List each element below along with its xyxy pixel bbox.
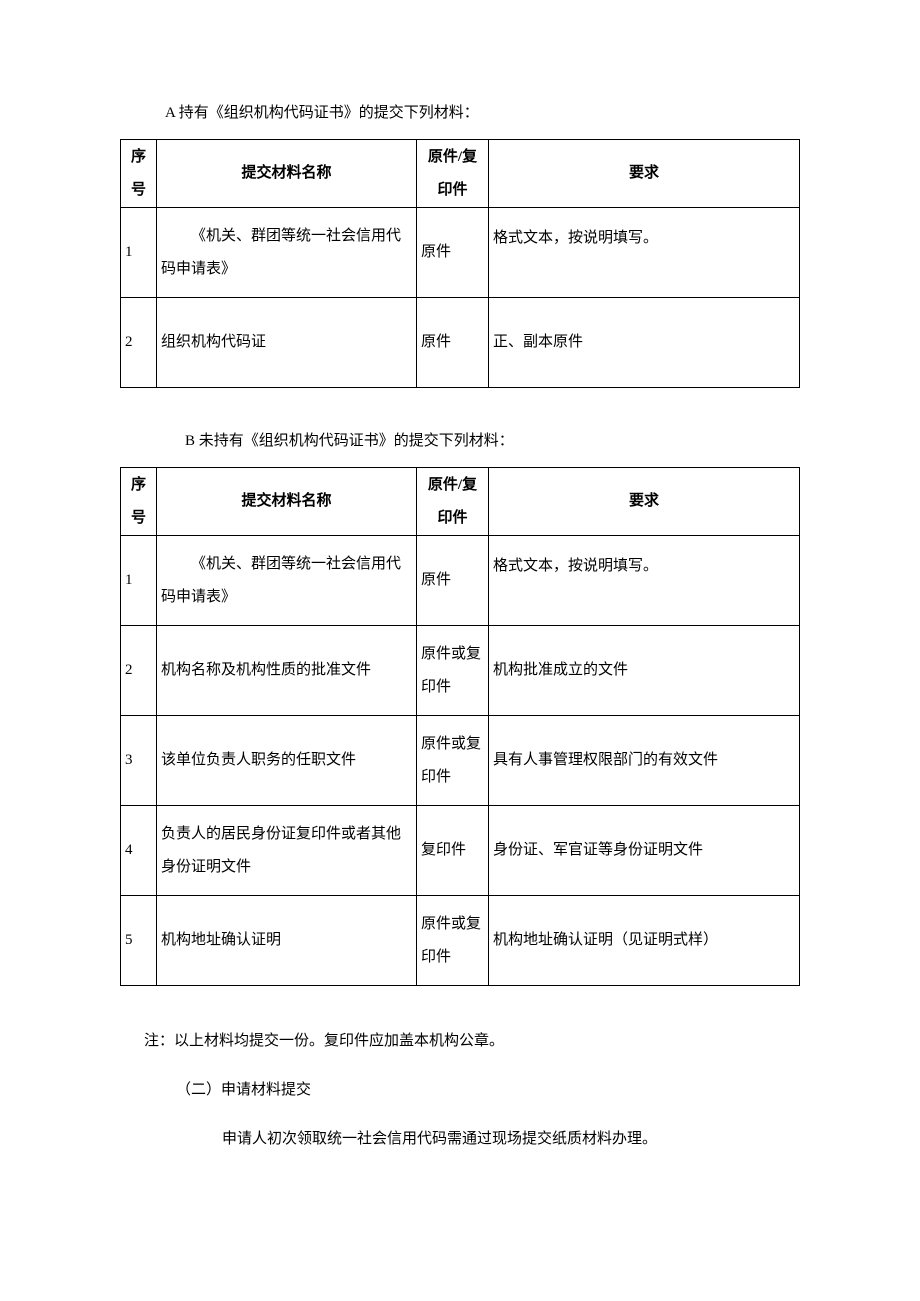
subsection-heading: （二）申请材料提交 — [176, 1077, 800, 1104]
cell-seq: 2 — [121, 298, 157, 388]
cell-req: 机构地址确认证明（见证明式样） — [489, 896, 800, 986]
table-row: 5 机构地址确认证明 原件或复印件 机构地址确认证明（见证明式样） — [121, 896, 800, 986]
table-row: 1 《机关、群团等统一社会信用代码申请表》 原件 格式文本，按说明填写。 — [121, 208, 800, 298]
cell-type: 复印件 — [417, 806, 489, 896]
cell-req: 机构批准成立的文件 — [489, 626, 800, 716]
col-header-type: 原件/复印件 — [417, 140, 489, 208]
cell-req: 格式文本，按说明填写。 — [489, 208, 800, 298]
cell-seq: 2 — [121, 626, 157, 716]
section-b-heading: B 未持有《组织机构代码证书》的提交下列材料： — [185, 428, 800, 455]
cell-name: 组织机构代码证 — [157, 298, 417, 388]
cell-name: 该单位负责人职务的任职文件 — [157, 716, 417, 806]
col-header-seq: 序号 — [121, 468, 157, 536]
section-a-heading: A 持有《组织机构代码证书》的提交下列材料： — [165, 100, 800, 127]
table-b-header: 序号 提交材料名称 原件/复印件 要求 — [121, 468, 800, 536]
col-header-type: 原件/复印件 — [417, 468, 489, 536]
cell-name: 机构地址确认证明 — [157, 896, 417, 986]
table-b: 序号 提交材料名称 原件/复印件 要求 1 《机关、群团等统一社会信用代码申请表… — [120, 467, 800, 986]
table-row: 2 组织机构代码证 原件 正、副本原件 — [121, 298, 800, 388]
cell-type: 原件 — [417, 208, 489, 298]
col-header-name: 提交材料名称 — [157, 468, 417, 536]
cell-type: 原件或复印件 — [417, 626, 489, 716]
cell-type: 原件或复印件 — [417, 896, 489, 986]
cell-req: 身份证、军官证等身份证明文件 — [489, 806, 800, 896]
table-row: 3 该单位负责人职务的任职文件 原件或复印件 具有人事管理权限部门的有效文件 — [121, 716, 800, 806]
cell-seq: 4 — [121, 806, 157, 896]
cell-req: 具有人事管理权限部门的有效文件 — [489, 716, 800, 806]
cell-name: 机构名称及机构性质的批准文件 — [157, 626, 417, 716]
cell-seq: 3 — [121, 716, 157, 806]
col-header-seq: 序号 — [121, 140, 157, 208]
cell-req: 正、副本原件 — [489, 298, 800, 388]
col-header-name: 提交材料名称 — [157, 140, 417, 208]
cell-seq: 5 — [121, 896, 157, 986]
cell-name: 负责人的居民身份证复印件或者其他身份证明文件 — [157, 806, 417, 896]
cell-type: 原件或复印件 — [417, 716, 489, 806]
cell-req: 格式文本，按说明填写。 — [489, 536, 800, 626]
cell-seq: 1 — [121, 208, 157, 298]
col-header-req: 要求 — [489, 140, 800, 208]
table-a-header: 序号 提交材料名称 原件/复印件 要求 — [121, 140, 800, 208]
cell-name: 《机关、群团等统一社会信用代码申请表》 — [157, 208, 417, 298]
table-row: 2 机构名称及机构性质的批准文件 原件或复印件 机构批准成立的文件 — [121, 626, 800, 716]
table-a: 序号 提交材料名称 原件/复印件 要求 1 《机关、群团等统一社会信用代码申请表… — [120, 139, 800, 388]
cell-type: 原件 — [417, 536, 489, 626]
table-row: 4 负责人的居民身份证复印件或者其他身份证明文件 复印件 身份证、军官证等身份证… — [121, 806, 800, 896]
table-row: 1 《机关、群团等统一社会信用代码申请表》 原件 格式文本，按说明填写。 — [121, 536, 800, 626]
col-header-req: 要求 — [489, 468, 800, 536]
cell-name: 《机关、群团等统一社会信用代码申请表》 — [157, 536, 417, 626]
cell-seq: 1 — [121, 536, 157, 626]
cell-type: 原件 — [417, 298, 489, 388]
note: 注：以上材料均提交一份。复印件应加盖本机构公章。 — [144, 1028, 800, 1055]
body-paragraph: 申请人初次领取统一社会信用代码需通过现场提交纸质材料办理。 — [222, 1126, 800, 1153]
